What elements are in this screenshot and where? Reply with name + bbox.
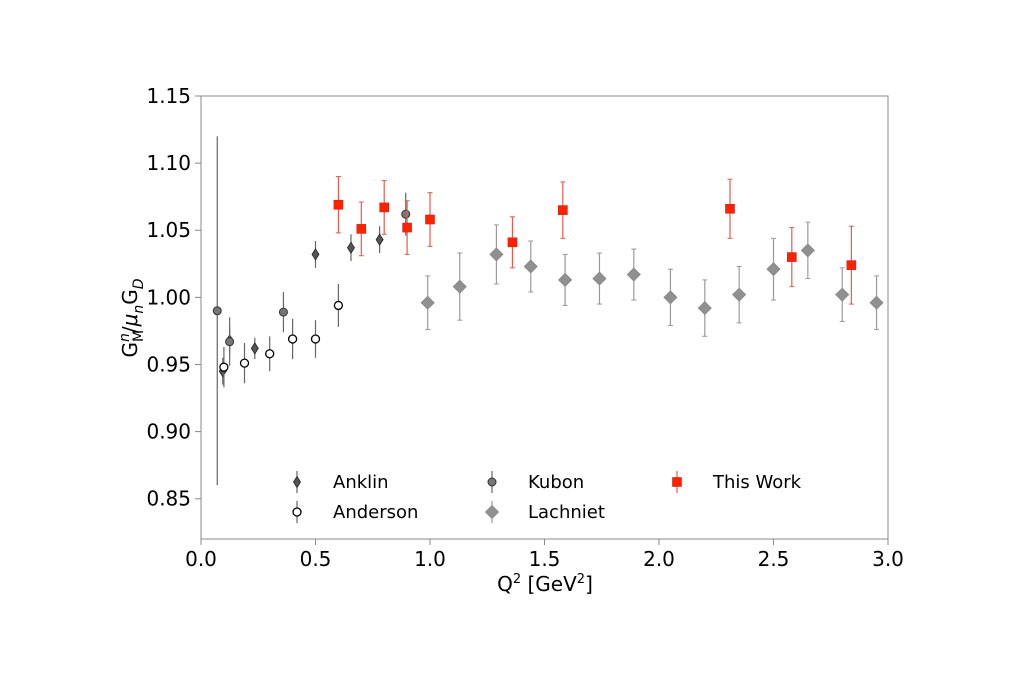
lachniet-point xyxy=(523,259,538,274)
y-label-slash: / xyxy=(118,326,142,333)
anderson-point xyxy=(265,349,275,359)
legend: Anklin Anderson Kubon Lachniet This Work xyxy=(292,471,802,523)
series-lachniet xyxy=(420,221,884,337)
this-work-point xyxy=(379,202,390,213)
this-work-point xyxy=(787,252,797,262)
legend-item-anderson: Anderson xyxy=(292,501,418,523)
this-work-point xyxy=(507,237,518,248)
anklin-point xyxy=(311,248,320,261)
x-tick-label: 3.0 xyxy=(872,547,904,571)
lachniet-point xyxy=(835,287,850,302)
y-tick-label: 1.00 xyxy=(146,285,191,309)
this-work-point xyxy=(402,222,412,233)
legend-label-this-work: This Work xyxy=(712,472,802,493)
anderson-point xyxy=(239,358,250,368)
legend-marker-this-work xyxy=(672,477,682,487)
lachniet-point xyxy=(732,287,747,302)
y-label-mu-sub: n xyxy=(131,305,147,314)
this-work-point xyxy=(558,205,568,215)
y-label-g2-sub: D xyxy=(131,278,147,289)
legend-label-anderson: Anderson xyxy=(333,502,418,523)
legend-marker-kubon xyxy=(487,477,497,487)
x-axis-label-unit-sup: 2 xyxy=(577,572,585,587)
anklin-point xyxy=(347,241,355,254)
lachniet-point xyxy=(489,247,504,262)
x-axis-label-unit-open: [GeV xyxy=(521,572,577,596)
legend-label-kubon: Kubon xyxy=(528,472,584,493)
series-this-work xyxy=(333,176,857,305)
series-anderson xyxy=(219,283,344,388)
this-work-point xyxy=(356,224,367,234)
lachniet-point xyxy=(452,279,467,294)
lachniet-point xyxy=(697,301,712,316)
this-work-point xyxy=(425,214,435,225)
anderson-point xyxy=(219,362,229,372)
legend-item-kubon: Kubon xyxy=(487,471,584,493)
y-label-g2: G xyxy=(118,289,142,305)
legend-item-anklin: Anklin xyxy=(293,471,389,493)
x-tick-label: 2.0 xyxy=(643,547,675,571)
y-tick-label: 0.95 xyxy=(146,352,191,376)
kubon-point xyxy=(225,337,235,347)
y-label-g1-sup: n xyxy=(117,333,133,342)
legend-label-lachniet: Lachniet xyxy=(528,502,605,523)
x-axis-label: Q2 [GeV2] xyxy=(497,572,593,596)
legend-marker-anderson xyxy=(292,507,302,517)
this-work-point xyxy=(846,260,857,270)
lachniet-point xyxy=(663,290,678,305)
y-label-mu: μ xyxy=(118,314,142,328)
x-axis-label-sup: 2 xyxy=(513,572,521,587)
anklin-point xyxy=(250,342,259,355)
kubon-point xyxy=(212,306,222,316)
legend-item-lachniet: Lachniet xyxy=(484,501,605,523)
x-axis-label-unit-close: ] xyxy=(585,572,593,596)
series-anklin xyxy=(218,226,384,385)
lachniet-point xyxy=(626,267,641,282)
anderson-point xyxy=(287,334,298,344)
x-tick-label: 2.5 xyxy=(758,547,790,571)
legend-item-this-work: This Work xyxy=(672,471,802,493)
legend-label-anklin: Anklin xyxy=(333,472,389,493)
this-work-point xyxy=(725,203,735,214)
y-tick-label: 0.85 xyxy=(146,487,191,511)
lachniet-point xyxy=(869,295,884,310)
y-label-g1: G xyxy=(118,342,142,358)
lachniet-point xyxy=(420,295,435,310)
x-tick-label: 1.0 xyxy=(414,547,446,571)
lachniet-point xyxy=(800,243,815,258)
legend-marker-lachniet xyxy=(484,504,500,520)
x-tick-label: 0.0 xyxy=(185,547,217,571)
x-tick-label: 1.5 xyxy=(529,547,561,571)
kubon-point xyxy=(401,209,411,219)
plot-marks xyxy=(212,136,884,486)
legend-marker-anklin xyxy=(293,475,301,489)
anklin-point xyxy=(375,233,384,246)
anderson-point xyxy=(333,300,344,311)
x-axis-label-base: Q xyxy=(497,572,513,596)
anderson-point xyxy=(310,334,321,344)
y-tick-label: 1.15 xyxy=(146,84,191,108)
this-work-point xyxy=(333,199,344,210)
kubon-point xyxy=(278,307,288,317)
lachniet-point xyxy=(558,272,573,287)
y-axis-label: GMn/μnGD xyxy=(117,278,147,357)
y-tick-label: 1.05 xyxy=(146,218,191,242)
y-label-g1-sub: M xyxy=(131,330,147,342)
series-kubon xyxy=(212,136,411,486)
x-tick-label: 0.5 xyxy=(300,547,332,571)
y-tick-label: 0.90 xyxy=(146,420,191,444)
lachniet-point xyxy=(592,271,607,286)
lachniet-point xyxy=(766,262,781,277)
axis-ticks: 0.0 0.5 1.0 1.5 2.0 2.5 3.0 0.85 0.90 0.95 1.00 1.0… xyxy=(146,84,903,571)
y-tick-label: 1.10 xyxy=(146,151,191,175)
